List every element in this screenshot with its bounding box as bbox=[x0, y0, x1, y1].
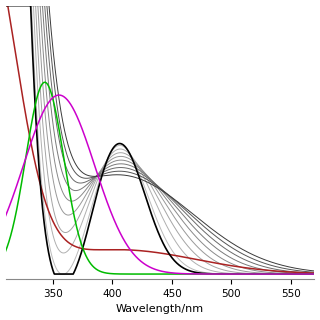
X-axis label: Wavelength/nm: Wavelength/nm bbox=[116, 304, 204, 315]
